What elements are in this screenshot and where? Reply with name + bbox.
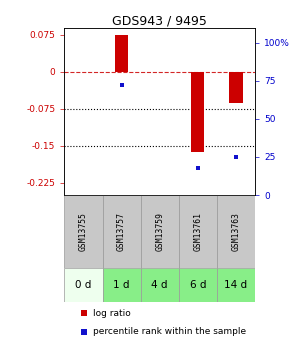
FancyBboxPatch shape — [141, 268, 179, 302]
FancyBboxPatch shape — [179, 268, 217, 302]
FancyBboxPatch shape — [141, 195, 179, 268]
FancyBboxPatch shape — [64, 195, 103, 268]
Text: 4 d: 4 d — [151, 280, 168, 290]
Bar — [229, 72, 243, 103]
Bar — [115, 35, 128, 72]
Text: GSM13761: GSM13761 — [193, 212, 202, 251]
FancyBboxPatch shape — [103, 268, 141, 302]
FancyBboxPatch shape — [64, 268, 103, 302]
Text: 1 d: 1 d — [113, 280, 130, 290]
Text: percentile rank within the sample: percentile rank within the sample — [93, 327, 246, 336]
FancyBboxPatch shape — [217, 268, 255, 302]
Text: GSM13755: GSM13755 — [79, 212, 88, 251]
Text: GSM13759: GSM13759 — [155, 212, 164, 251]
FancyBboxPatch shape — [217, 195, 255, 268]
Text: 14 d: 14 d — [224, 280, 247, 290]
FancyBboxPatch shape — [179, 195, 217, 268]
Text: 6 d: 6 d — [190, 280, 206, 290]
FancyBboxPatch shape — [103, 195, 141, 268]
Text: GSM13757: GSM13757 — [117, 212, 126, 251]
Text: GSM13763: GSM13763 — [231, 212, 240, 251]
Bar — [191, 72, 205, 152]
Text: log ratio: log ratio — [93, 309, 131, 318]
Text: 0 d: 0 d — [75, 280, 92, 290]
Title: GDS943 / 9495: GDS943 / 9495 — [112, 14, 207, 28]
